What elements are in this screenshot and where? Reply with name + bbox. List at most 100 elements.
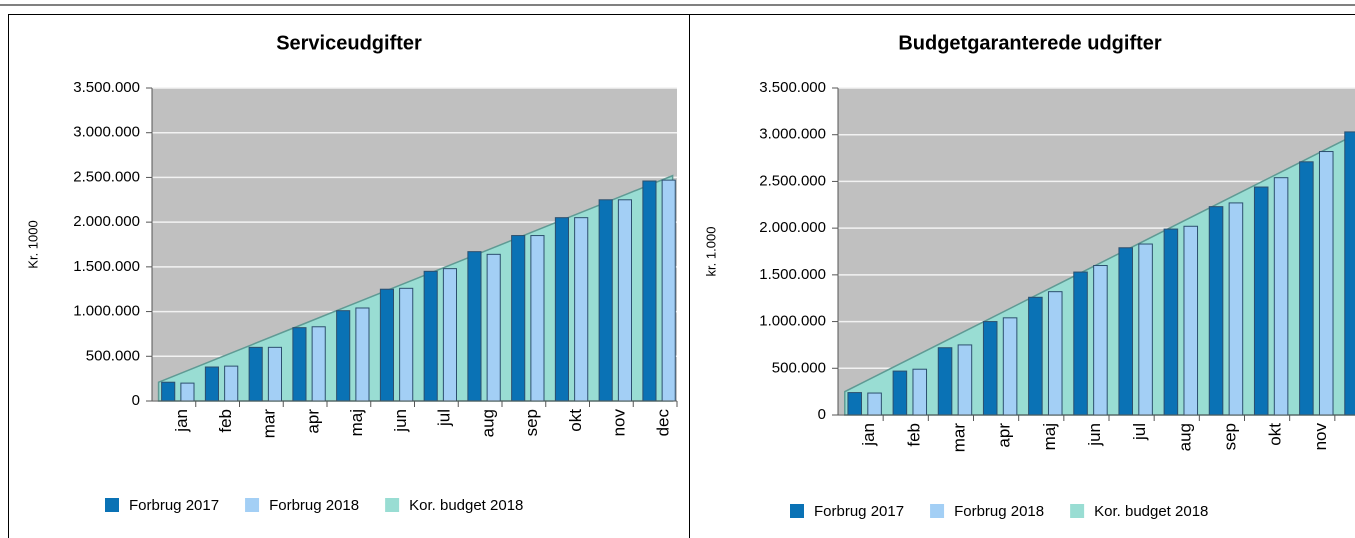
bar	[292, 327, 307, 402]
bar	[642, 180, 657, 402]
bar	[467, 251, 482, 402]
y-tick-label: 2.500.000	[759, 172, 826, 189]
bar	[379, 288, 394, 402]
legend-label: Forbrug 2017	[814, 503, 904, 520]
x-tick-label: sep	[1220, 423, 1239, 450]
bar	[1163, 228, 1179, 416]
legend-label: Forbrug 2018	[269, 497, 359, 514]
legend-swatch	[105, 498, 119, 512]
bar	[180, 382, 195, 402]
legend-swatch	[1070, 504, 1085, 518]
bar	[912, 368, 928, 416]
y-tick-label: 500.000	[772, 359, 826, 376]
bar	[1118, 247, 1133, 416]
legend-swatch	[790, 504, 804, 518]
bar	[957, 344, 973, 416]
y-tick-label: 3.000.000	[73, 124, 140, 141]
bar	[982, 321, 998, 416]
y-tick-label: 2.000.000	[759, 219, 826, 236]
chart-title: Budgetgaranterede udgifter	[898, 32, 1162, 54]
bar	[1318, 151, 1334, 416]
x-tick-label: jul	[435, 409, 454, 427]
bar	[574, 217, 589, 402]
bar	[399, 287, 414, 402]
bar	[1208, 206, 1224, 416]
bar	[1253, 186, 1269, 416]
x-tick-label: aug	[478, 409, 497, 437]
bar	[847, 392, 862, 416]
legend-swatch	[245, 498, 260, 512]
legend-swatch	[930, 504, 945, 518]
bar	[1344, 131, 1355, 416]
legend-label: Kor. budget 2018	[1094, 503, 1208, 520]
bar	[336, 310, 351, 402]
bar	[1002, 317, 1018, 416]
bar	[937, 347, 953, 416]
bar	[661, 179, 676, 402]
bar	[442, 268, 457, 402]
y-axis-label: kr. 1.000	[703, 227, 718, 277]
legend-label: Forbrug 2017	[129, 497, 219, 514]
bar	[554, 217, 569, 402]
legend-swatch	[385, 498, 400, 512]
bar	[204, 366, 219, 402]
x-tick-label: mar	[260, 409, 279, 439]
y-axis-label: Kr. 1000	[25, 220, 40, 268]
bar	[248, 346, 263, 402]
y-tick-label: 3.500.000	[759, 79, 826, 96]
y-tick-label: 0	[818, 406, 826, 423]
bar	[311, 326, 326, 402]
y-tick-label: 1.000.000	[759, 313, 826, 330]
x-tick-label: feb	[904, 423, 923, 447]
y-tick-label: 1.000.000	[73, 303, 140, 320]
x-tick-label: apr	[303, 409, 322, 434]
x-tick-label: feb	[216, 409, 235, 433]
chart-title: Serviceudgifter	[276, 32, 422, 54]
y-tick-label: 2.000.000	[73, 213, 140, 230]
x-tick-label: sep	[522, 409, 541, 436]
panel-border	[689, 14, 1355, 538]
bar	[1047, 291, 1063, 416]
y-tick-label: 500.000	[86, 347, 140, 364]
y-tick-label: 2.500.000	[73, 168, 140, 185]
bar	[511, 235, 526, 402]
bar	[1138, 243, 1153, 416]
bar	[1028, 296, 1043, 416]
bar	[1073, 271, 1088, 416]
bar	[598, 199, 613, 402]
bar	[355, 307, 370, 402]
bar	[267, 346, 282, 402]
x-tick-label: apr	[995, 423, 1014, 448]
y-tick-label: 0	[132, 392, 140, 409]
x-tick-label: okt	[566, 409, 585, 432]
x-tick-label: maj	[347, 409, 366, 436]
x-tick-label: jun	[1085, 423, 1104, 447]
x-tick-label: jul	[1130, 423, 1149, 441]
bar	[161, 381, 176, 402]
bar	[530, 235, 545, 402]
y-tick-label: 1.500.000	[759, 266, 826, 283]
x-tick-label: okt	[1266, 423, 1285, 446]
bar	[224, 365, 239, 402]
x-tick-label: aug	[1175, 423, 1194, 451]
y-tick-label: 1.500.000	[73, 258, 140, 275]
legend-label: Forbrug 2018	[954, 503, 1044, 520]
y-tick-label: 3.000.000	[759, 126, 826, 143]
bar	[1228, 202, 1244, 416]
legend-label: Kor. budget 2018	[409, 497, 523, 514]
bar	[1299, 161, 1314, 416]
bar	[1093, 265, 1108, 416]
x-tick-label: dec	[653, 409, 672, 437]
x-tick-label: mar	[949, 423, 968, 453]
bar	[867, 392, 882, 416]
x-tick-label: nov	[1311, 423, 1330, 451]
x-tick-label: jun	[391, 409, 410, 433]
bar	[892, 370, 908, 416]
bar	[423, 270, 438, 402]
bar	[1273, 177, 1289, 416]
x-tick-label: nov	[610, 409, 629, 437]
x-tick-label: jan	[859, 423, 878, 447]
bar	[1183, 225, 1199, 416]
x-tick-label: maj	[1040, 423, 1059, 450]
